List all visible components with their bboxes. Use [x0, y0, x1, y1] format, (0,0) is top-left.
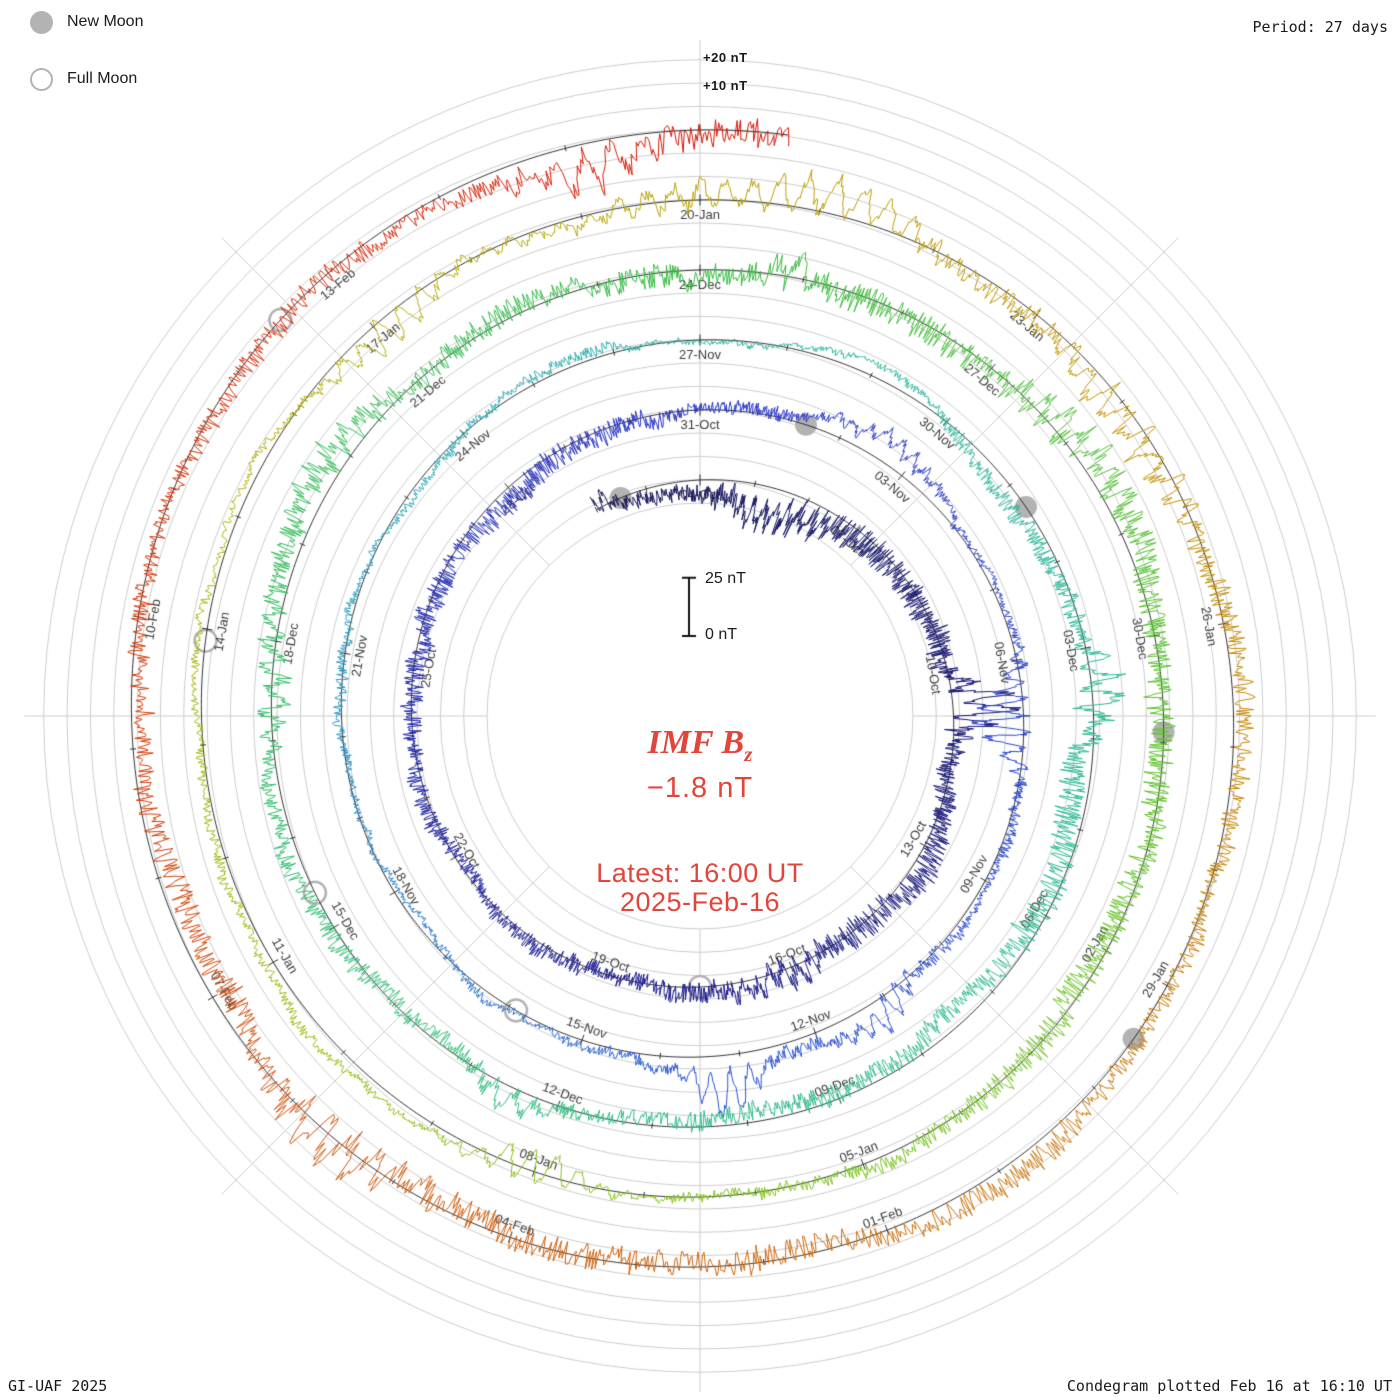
imf-title-main: IMF B: [647, 724, 745, 761]
latest-time: Latest: 16:00 UT: [596, 858, 804, 888]
full-moon-icon: [30, 67, 53, 91]
legend-new-moon-label: New Moon: [67, 13, 144, 30]
new-moon-icon: [30, 10, 53, 34]
radial-label-plus20: +20 nT: [703, 50, 748, 65]
imf-title: IMF Bz: [0, 724, 1400, 767]
imf-title-sub: z: [744, 741, 753, 766]
scale-bar-top-label: 25 nT: [705, 569, 746, 587]
latest-date: 2025-Feb-16: [619, 887, 781, 917]
imf-current-value: −1.8 nT: [646, 772, 754, 804]
period-label: Period: 27 days: [1252, 18, 1388, 36]
plot-timestamp: Condegram plotted Feb 16 at 16:10 UT: [1066, 1377, 1392, 1395]
scale-bar-bottom-label: 0 nT: [705, 626, 738, 643]
legend-full-moon-label: Full Moon: [67, 70, 138, 87]
credit: GI-UAF 2025: [8, 1377, 108, 1395]
legend-full-moon: Full Moon: [30, 67, 143, 91]
radial-label-plus10: +10 nT: [703, 78, 748, 93]
legend: New Moon Full Moon: [30, 10, 143, 91]
legend-new-moon: New Moon: [30, 10, 143, 34]
